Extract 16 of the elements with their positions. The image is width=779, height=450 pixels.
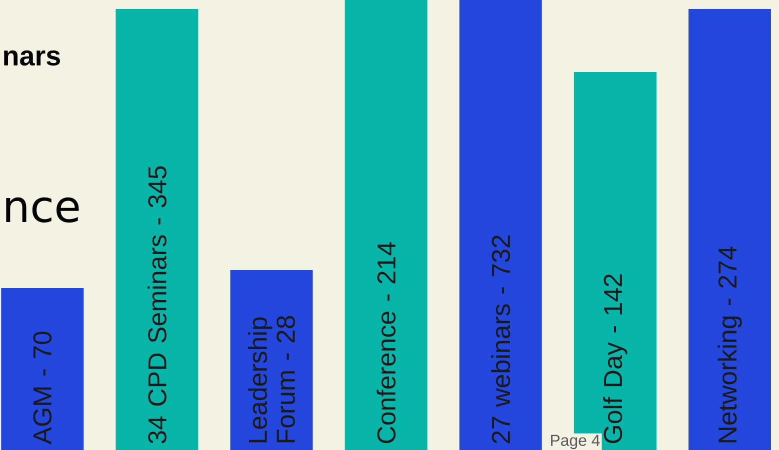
bar: [344, 0, 428, 450]
x-tick-label: AGM - 70: [33, 332, 52, 444]
bar: [1, 288, 84, 450]
annotation: Page 4: [551, 434, 600, 450]
bar: [116, 8, 198, 450]
bar: [688, 8, 771, 450]
x-tick-label: Networking - 274: [718, 246, 742, 442]
x-tick-label: Golf Day - 142: [603, 274, 628, 444]
annotation: nars: [4, 50, 60, 66]
x-tick-label: 27 webinars - 732: [491, 236, 510, 444]
bar: [230, 270, 313, 450]
annotation: nce: [6, 197, 79, 223]
bar: [459, 0, 542, 450]
x-tick-label: Leadership Forum - 28: [248, 316, 295, 442]
x-tick-label: 34 CPD Seminars - 345: [147, 166, 166, 444]
x-tick-label: Conference - 214: [376, 242, 396, 444]
